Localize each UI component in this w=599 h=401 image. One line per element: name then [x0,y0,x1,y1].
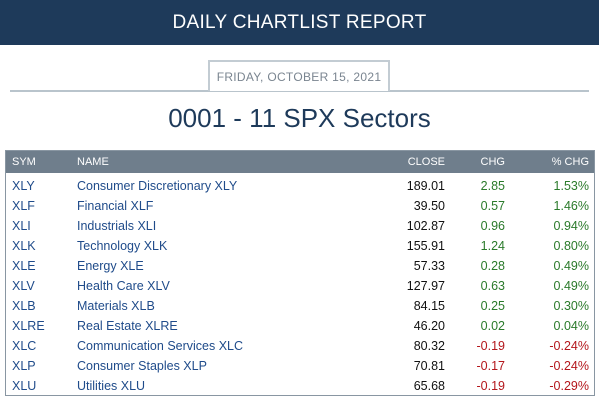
banner-title: DAILY CHARTLIST REPORT [172,11,427,33]
symbol-link[interactable]: XLV [12,279,35,293]
symbol-link[interactable]: XLF [12,199,35,213]
report-banner: DAILY CHARTLIST REPORT [0,0,599,45]
percent-change-value: 0.49% [553,259,589,273]
close-value: 65.68 [413,379,445,393]
percent-change-value: 0.49% [553,279,589,293]
change-value: -0.17 [476,359,506,373]
name-link[interactable]: Communication Services XLC [77,339,244,353]
table-body: XLY Consumer Discretionary XLY 189.01 2.85 1… [6,173,594,396]
table-row[interactable]: XLF Financial XLF 39.50 0.57 1.46% [6,196,594,216]
percent-change-value: 0.30% [553,299,589,313]
change-value: 1.24 [480,239,505,253]
name-link[interactable]: Consumer Staples XLP [77,359,207,373]
symbol-link[interactable]: XLI [12,219,31,233]
report-date: FRIDAY, OCTOBER 15, 2021 [208,60,390,91]
table-header: SYM NAME CLOSE CHG % CHG [6,151,594,173]
close-value: 80.32 [413,339,445,353]
header-chg[interactable]: CHG [480,156,505,168]
name-link[interactable]: Materials XLB [77,299,155,313]
header-close[interactable]: CLOSE [407,156,445,168]
name-link[interactable]: Consumer Discretionary XLY [77,179,238,193]
page-title: 0001 - 11 SPX Sectors [168,103,431,133]
table-row[interactable]: XLI Industrials XLI 102.87 0.96 0.94% [6,216,594,236]
change-value: 0.28 [480,259,505,273]
percent-change-value: -0.24% [549,339,589,353]
percent-change-value: 1.53% [553,179,589,193]
header-sym[interactable]: SYM [12,156,36,168]
close-value: 189.01 [406,179,445,193]
table-row[interactable]: XLB Materials XLB 84.15 0.25 0.30% [6,296,594,316]
symbol-link[interactable]: XLK [12,239,36,253]
close-value: 155.91 [406,239,445,253]
sector-table: SYM NAME CLOSE CHG % CHG XLY Consumer Dis… [5,150,595,396]
symbol-link[interactable]: XLP [12,359,36,373]
symbol-link[interactable]: XLB [12,299,36,313]
change-value: 0.02 [480,319,505,333]
close-value: 70.81 [413,359,445,373]
table-row[interactable]: XLC Communication Services XLC 80.32 -0.19 -… [6,336,594,356]
change-value: 0.25 [480,299,505,313]
change-value: -0.19 [476,339,506,353]
name-link[interactable]: Health Care XLV [77,279,170,293]
percent-change-value: 0.94% [553,219,589,233]
change-value: 0.57 [480,199,505,213]
percent-change-value: -0.29% [549,379,589,393]
symbol-link[interactable]: XLE [12,259,36,273]
close-value: 84.15 [413,299,445,313]
name-link[interactable]: Financial XLF [77,199,154,213]
percent-change-value: 1.46% [553,199,589,213]
symbol-link[interactable]: XLU [12,379,37,393]
symbol-link[interactable]: XLRE [12,319,45,333]
name-link[interactable]: Utilities XLU [77,379,146,393]
change-value: 2.85 [480,179,505,193]
name-link[interactable]: Real Estate XLRE [77,319,178,333]
change-value: 0.96 [480,219,505,233]
close-value: 57.33 [413,259,445,273]
close-value: 127.97 [406,279,445,293]
table-row[interactable]: XLK Technology XLK 155.91 1.24 0.80% [6,236,594,256]
date-section: FRIDAY, OCTOBER 15, 2021 [0,60,599,92]
percent-change-value: 0.80% [553,239,589,253]
header-name[interactable]: NAME [77,156,109,168]
name-link[interactable]: Technology XLK [77,239,168,253]
table-row[interactable]: XLE Energy XLE 57.33 0.28 0.49% [6,256,594,276]
name-link[interactable]: Industrials XLI [77,219,157,233]
table-row[interactable]: XLRE Real Estate XLRE 46.20 0.02 0.04% [6,316,594,336]
change-value: -0.19 [476,379,506,393]
close-value: 102.87 [406,219,445,233]
header-pct-chg[interactable]: % CHG [551,156,589,168]
date-divider [10,90,589,92]
table-row[interactable]: XLU Utilities XLU 65.68 -0.19 -0.29% [6,376,594,396]
close-value: 39.50 [413,199,445,213]
percent-change-value: 0.04% [553,319,589,333]
symbol-link[interactable]: XLC [12,339,37,353]
percent-change-value: -0.24% [549,359,589,373]
change-value: 0.63 [480,279,505,293]
symbol-link[interactable]: XLY [12,179,35,193]
table-row[interactable]: XLV Health Care XLV 127.97 0.63 0.49% [6,276,594,296]
close-value: 46.20 [413,319,445,333]
table-row[interactable]: XLP Consumer Staples XLP 70.81 -0.17 -0.24% [6,356,594,376]
table-row[interactable]: XLY Consumer Discretionary XLY 189.01 2.85 1… [6,176,594,196]
name-link[interactable]: Energy XLE [77,259,144,273]
